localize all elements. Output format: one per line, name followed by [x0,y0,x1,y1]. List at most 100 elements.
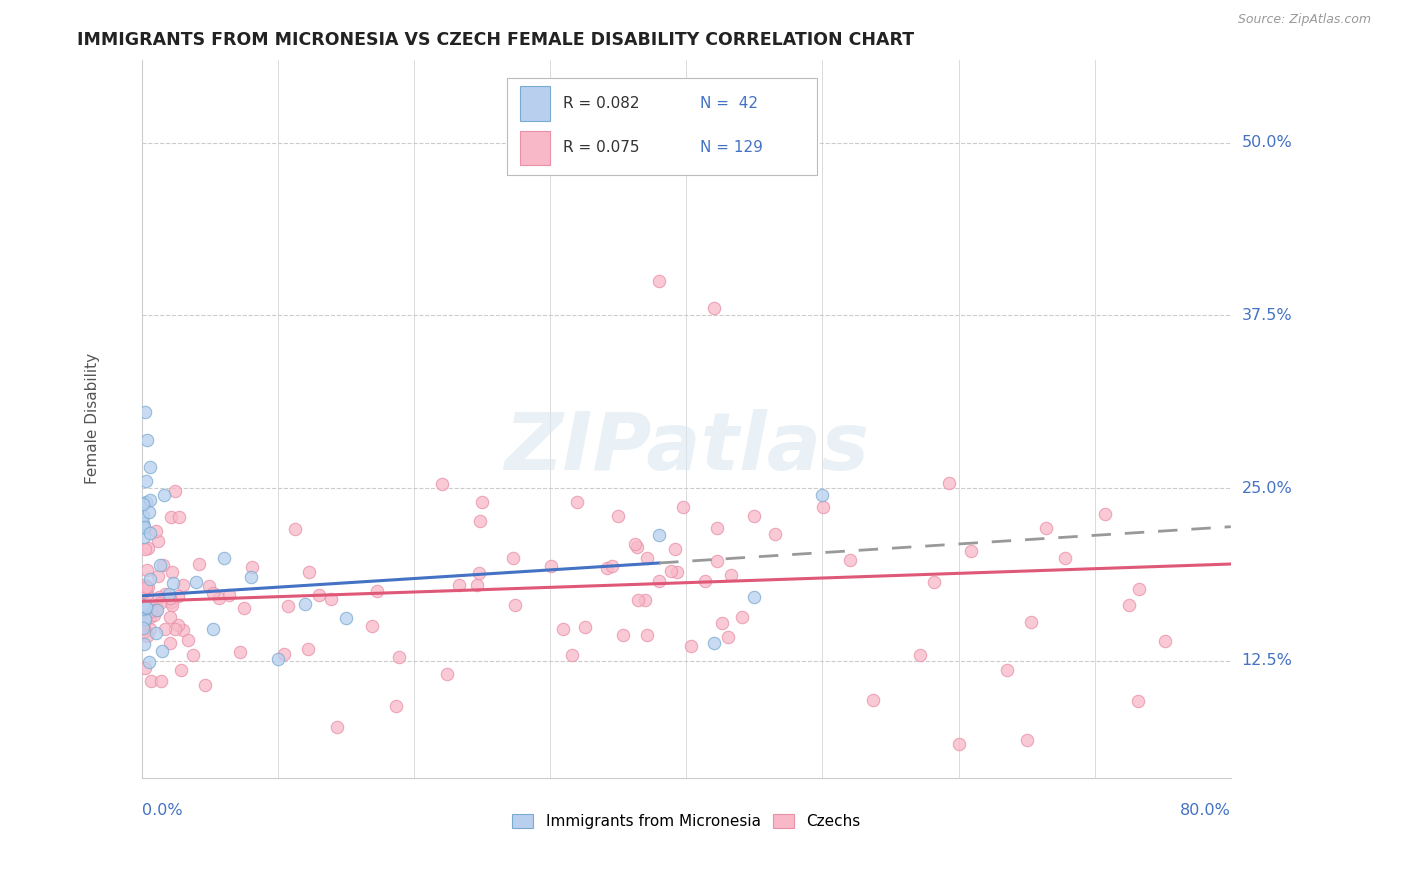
Point [145,603,167,617]
Point [648,274,671,288]
Point [136,541,159,555]
Point [432,476,454,491]
Point [308,588,330,602]
Point [1035,521,1057,535]
Point [626,541,648,555]
Point [152,644,174,658]
Text: 50.0%: 50.0% [1241,135,1292,150]
Point [134,612,156,626]
Point [132,598,155,612]
Point [132,530,155,544]
Point [146,603,169,617]
Text: Female Disability: Female Disability [86,353,100,484]
Point [134,616,156,631]
Point [385,699,408,714]
Point [335,611,357,625]
Point [153,622,176,636]
Point [659,564,682,578]
Point [134,520,156,534]
Point [233,600,256,615]
Point [157,587,180,601]
Point [170,663,193,677]
Point [146,533,169,548]
Point [149,597,172,611]
Point [145,599,167,614]
Point [553,622,575,636]
Point [152,558,174,572]
Point [134,578,156,592]
Point [636,628,658,642]
Point [546,156,568,170]
Text: Source: ZipAtlas.com: Source: ZipAtlas.com [1237,13,1371,27]
Point [160,595,183,609]
Point [172,577,194,591]
Point [1053,550,1076,565]
FancyBboxPatch shape [506,78,817,175]
Point [284,522,307,536]
Point [139,526,162,541]
Point [612,628,634,642]
Point [139,460,162,475]
Point [647,574,669,588]
Point [148,590,170,604]
Point [149,673,172,688]
Point [703,301,725,316]
Point [839,553,862,567]
Text: IMMIGRANTS FROM MICRONESIA VS CZECH FEMALE DISABILITY CORRELATION CHART: IMMIGRANTS FROM MICRONESIA VS CZECH FEMA… [77,31,914,49]
Point [574,619,596,633]
Point [202,586,225,600]
Point [948,737,970,751]
Point [165,483,187,498]
Point [567,495,589,509]
Point [194,678,217,692]
Point [167,617,190,632]
Point [596,560,619,574]
Point [471,495,494,509]
Point [703,636,725,650]
Text: N =  42: N = 42 [700,96,758,111]
Legend: Immigrants from Micronesia, Czechs: Immigrants from Micronesia, Czechs [506,807,866,835]
Point [198,579,221,593]
Point [763,527,786,541]
Text: N = 129: N = 129 [700,141,763,155]
Point [165,622,187,636]
Point [624,537,647,551]
Point [136,580,159,594]
Point [938,475,960,490]
Point [627,592,650,607]
Point [1094,507,1116,521]
Text: 37.5%: 37.5% [1241,308,1292,323]
Point [720,567,742,582]
Point [138,655,160,669]
Point [1128,582,1150,596]
Point [298,566,321,580]
Point [744,590,766,604]
Point [1019,615,1042,629]
Point [1015,732,1038,747]
Text: R = 0.075: R = 0.075 [564,141,640,155]
Point [159,510,181,524]
Point [159,636,181,650]
Point [706,554,728,568]
Point [134,612,156,626]
Point [922,574,945,589]
Text: R = 0.082: R = 0.082 [564,96,640,111]
Point [600,558,623,573]
Point [172,624,194,638]
Point [218,588,240,602]
Point [436,667,458,681]
Point [132,621,155,635]
Point [1118,598,1140,612]
Point [229,645,252,659]
Point [145,626,167,640]
Point [136,563,159,577]
Point [277,599,299,614]
Point [188,557,211,571]
Point [159,609,181,624]
Point [468,514,491,528]
Point [132,625,155,640]
Point [160,598,183,612]
Point [139,604,162,618]
Point [811,488,834,502]
Point [664,541,686,556]
